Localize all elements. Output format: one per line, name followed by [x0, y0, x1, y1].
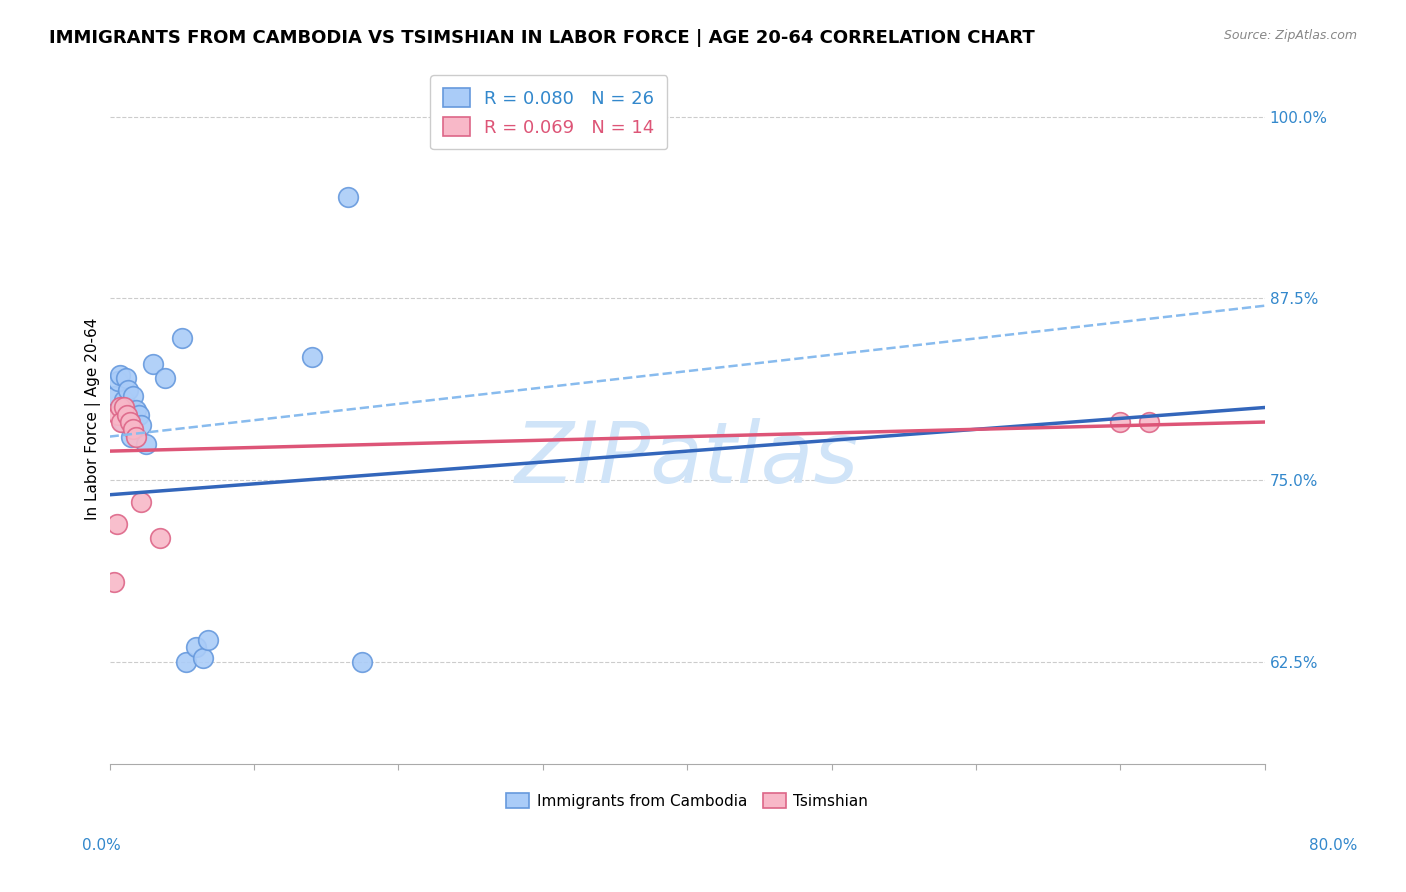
- Legend: Immigrants from Cambodia, Tsimshian: Immigrants from Cambodia, Tsimshian: [501, 787, 875, 815]
- Point: [107, 374, 129, 388]
- Point: [124, 429, 146, 443]
- Point: [115, 401, 138, 415]
- Y-axis label: In Labor Force | Age 20-64: In Labor Force | Age 20-64: [86, 318, 101, 519]
- Text: Source: ZipAtlas.com: Source: ZipAtlas.com: [1223, 29, 1357, 42]
- Point: [1109, 415, 1132, 429]
- Point: [105, 516, 128, 531]
- Point: [128, 408, 150, 422]
- Point: [135, 437, 157, 451]
- Point: [193, 650, 215, 665]
- Point: [110, 401, 132, 415]
- Point: [170, 331, 193, 345]
- Text: IMMIGRANTS FROM CAMBODIA VS TSIMSHIAN IN LABOR FORCE | AGE 20-64 CORRELATION CHA: IMMIGRANTS FROM CAMBODIA VS TSIMSHIAN IN…: [49, 29, 1035, 46]
- Point: [174, 655, 197, 669]
- Point: [108, 401, 131, 415]
- Point: [149, 532, 172, 546]
- Point: [118, 415, 141, 429]
- Point: [186, 640, 208, 655]
- Point: [107, 408, 129, 422]
- Point: [115, 408, 138, 422]
- Point: [118, 408, 141, 422]
- Point: [120, 429, 142, 443]
- Point: [197, 633, 219, 648]
- Point: [112, 393, 135, 408]
- Point: [111, 415, 134, 429]
- Point: [336, 189, 359, 203]
- Text: 80.0%: 80.0%: [1309, 838, 1357, 853]
- Point: [117, 383, 139, 397]
- Text: 0.0%: 0.0%: [82, 838, 121, 853]
- Point: [110, 415, 132, 429]
- Point: [103, 574, 125, 589]
- Point: [153, 371, 176, 385]
- Point: [301, 350, 323, 364]
- Point: [114, 371, 136, 385]
- Point: [124, 403, 146, 417]
- Point: [104, 389, 127, 403]
- Point: [121, 389, 143, 403]
- Text: ZIPatlas: ZIPatlas: [515, 418, 859, 501]
- Point: [352, 655, 374, 669]
- Point: [131, 417, 153, 432]
- Point: [112, 401, 135, 415]
- Point: [142, 357, 165, 371]
- Point: [1137, 415, 1160, 429]
- Point: [131, 495, 153, 509]
- Point: [108, 368, 131, 383]
- Point: [121, 422, 143, 436]
